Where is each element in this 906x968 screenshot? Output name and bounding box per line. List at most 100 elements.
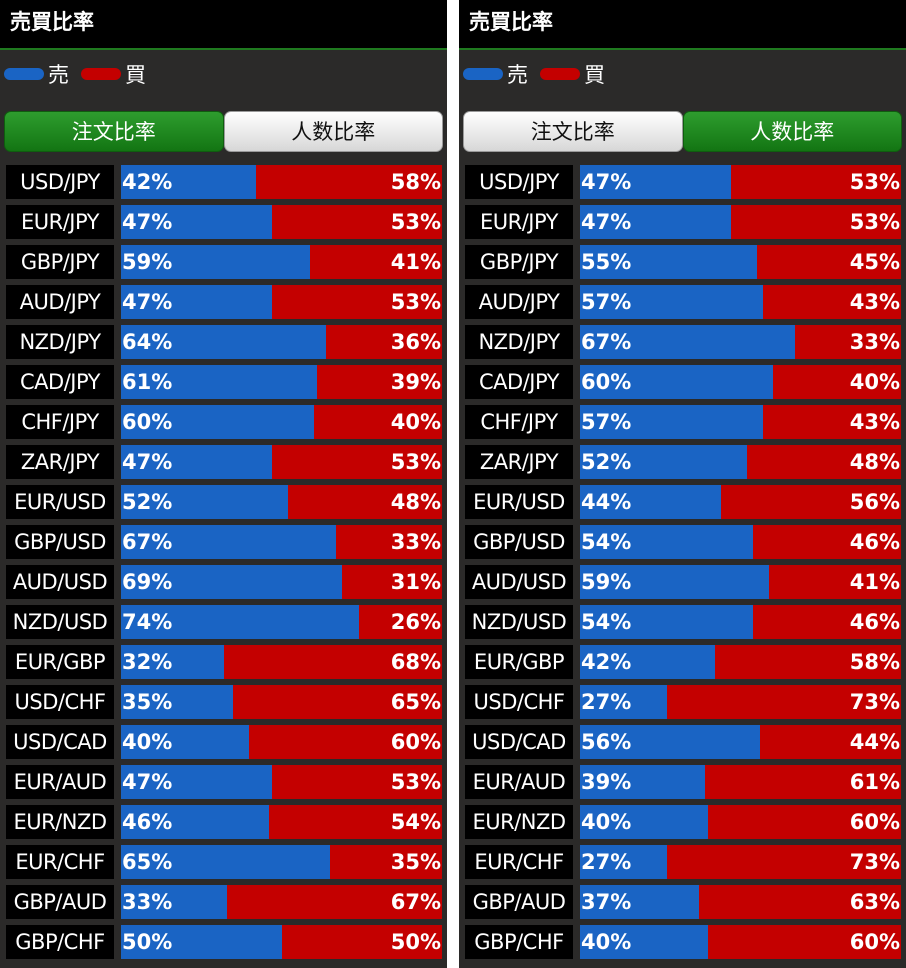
buy-percent: 53% [849, 170, 900, 194]
panel-title: 売買比率 [459, 0, 906, 50]
ratio-bar: 59% 41% [121, 245, 442, 279]
currency-pair-label: EUR/NZD [6, 805, 114, 839]
buy-percent: 41% [849, 570, 900, 594]
currency-pair-label: EUR/JPY [465, 205, 573, 239]
ratio-row: USD/CHF 27% 73% [465, 685, 906, 719]
sell-percent: 74% [122, 610, 173, 634]
buy-percent: 60% [849, 930, 900, 954]
ratio-row: GBP/CHF 50% 50% [6, 925, 447, 959]
tab-people-ratio[interactable]: 人数比率 [682, 111, 902, 152]
currency-pair-label: GBP/CHF [6, 925, 114, 959]
currency-pair-label: USD/CHF [465, 685, 573, 719]
sell-bar-fill [121, 405, 314, 439]
ratio-row: ZAR/JPY 47% 53% [6, 445, 447, 479]
tab-order-ratio[interactable]: 注文比率 [4, 111, 224, 152]
currency-pair-label: CAD/JPY [465, 365, 573, 399]
sell-percent: 69% [122, 570, 173, 594]
tab-order-ratio[interactable]: 注文比率 [463, 111, 683, 152]
buy-percent: 33% [390, 530, 441, 554]
ratio-tabs: 注文比率 人数比率 [463, 111, 902, 152]
sell-percent: 40% [122, 730, 173, 754]
sell-bar-fill [121, 885, 227, 919]
ratio-bar: 56% 44% [580, 725, 901, 759]
sell-percent: 42% [581, 650, 632, 674]
ratio-bar: 47% 53% [121, 445, 442, 479]
ratio-row: EUR/GBP 42% 58% [465, 645, 906, 679]
ratio-bar: 52% 48% [580, 445, 901, 479]
currency-pair-label: EUR/JPY [6, 205, 114, 239]
ratio-bar: 47% 53% [121, 285, 442, 319]
ratio-panel-people: 売買比率 売 買 注文比率 人数比率 USD/JPY 47% 53% EUR/J… [459, 0, 906, 968]
currency-pair-label: CHF/JPY [465, 405, 573, 439]
panel-title: 売買比率 [0, 0, 447, 50]
buy-percent: 68% [390, 650, 441, 674]
sell-percent: 44% [581, 490, 632, 514]
sell-bar-fill [580, 885, 699, 919]
currency-pair-label: GBP/JPY [465, 245, 573, 279]
buy-percent: 41% [390, 250, 441, 274]
sell-bar-fill [121, 205, 272, 239]
ratio-row: GBP/USD 67% 33% [6, 525, 447, 559]
buy-percent: 53% [390, 290, 441, 314]
currency-pair-label: USD/JPY [6, 165, 114, 199]
sell-bar-fill [121, 565, 343, 599]
ratio-row: EUR/GBP 32% 68% [6, 645, 447, 679]
sell-percent: 40% [581, 930, 632, 954]
sell-bar-fill [121, 845, 330, 879]
buy-percent: 53% [390, 210, 441, 234]
buy-percent: 45% [849, 250, 900, 274]
sell-percent: 40% [581, 810, 632, 834]
ratio-bar: 33% 67% [121, 885, 442, 919]
sell-percent: 39% [581, 770, 632, 794]
currency-pair-label: EUR/AUD [6, 765, 114, 799]
sell-bar-fill [121, 325, 327, 359]
buy-percent: 61% [849, 770, 900, 794]
ratio-panel-order: 売買比率 売 買 注文比率 人数比率 USD/JPY 42% 58% EUR/J… [0, 0, 447, 968]
ratio-row: NZD/JPY 67% 33% [465, 325, 906, 359]
currency-pair-label: EUR/GBP [6, 645, 114, 679]
sell-bar-fill [580, 685, 667, 719]
ratio-bar: 40% 60% [580, 925, 901, 959]
buy-percent: 46% [849, 610, 900, 634]
buy-percent: 33% [849, 330, 900, 354]
ratio-bar: 69% 31% [121, 565, 442, 599]
currency-pair-label: NZD/USD [6, 605, 114, 639]
sell-bar-fill [121, 605, 359, 639]
ratio-row: CHF/JPY 60% 40% [6, 405, 447, 439]
ratio-bar: 74% 26% [121, 605, 442, 639]
ratio-row: EUR/NZD 46% 54% [6, 805, 447, 839]
ratio-bar: 32% 68% [121, 645, 442, 679]
buy-percent: 63% [849, 890, 900, 914]
currency-pair-label: EUR/USD [6, 485, 114, 519]
buy-percent: 31% [390, 570, 441, 594]
currency-pair-label: GBP/USD [6, 525, 114, 559]
sell-bar-fill [121, 485, 288, 519]
currency-pair-label: EUR/AUD [465, 765, 573, 799]
ratio-row: AUD/JPY 57% 43% [465, 285, 906, 319]
sell-percent: 56% [581, 730, 632, 754]
buy-percent: 65% [390, 690, 441, 714]
ratio-bar: 42% 58% [580, 645, 901, 679]
ratio-bar: 64% 36% [121, 325, 442, 359]
sell-bar-fill [580, 805, 709, 839]
sell-percent: 54% [581, 530, 632, 554]
ratio-bar: 65% 35% [121, 845, 442, 879]
buy-percent: 48% [849, 450, 900, 474]
sell-percent: 37% [581, 890, 632, 914]
sell-percent: 47% [581, 210, 632, 234]
ratio-bar: 52% 48% [121, 485, 442, 519]
buy-percent: 26% [390, 610, 441, 634]
sell-percent: 54% [581, 610, 632, 634]
ratio-bar: 39% 61% [580, 765, 901, 799]
ratio-row: EUR/CHF 65% 35% [6, 845, 447, 879]
currency-pair-label: GBP/AUD [465, 885, 573, 919]
sell-bar-fill [580, 405, 763, 439]
ratio-bar: 60% 40% [121, 405, 442, 439]
sell-percent: 64% [122, 330, 173, 354]
ratio-row: GBP/AUD 33% 67% [6, 885, 447, 919]
sell-percent: 67% [581, 330, 632, 354]
ratio-row: ZAR/JPY 52% 48% [465, 445, 906, 479]
sell-bar-fill [580, 605, 754, 639]
tab-people-ratio[interactable]: 人数比率 [223, 111, 443, 152]
currency-pair-label: CAD/JPY [6, 365, 114, 399]
